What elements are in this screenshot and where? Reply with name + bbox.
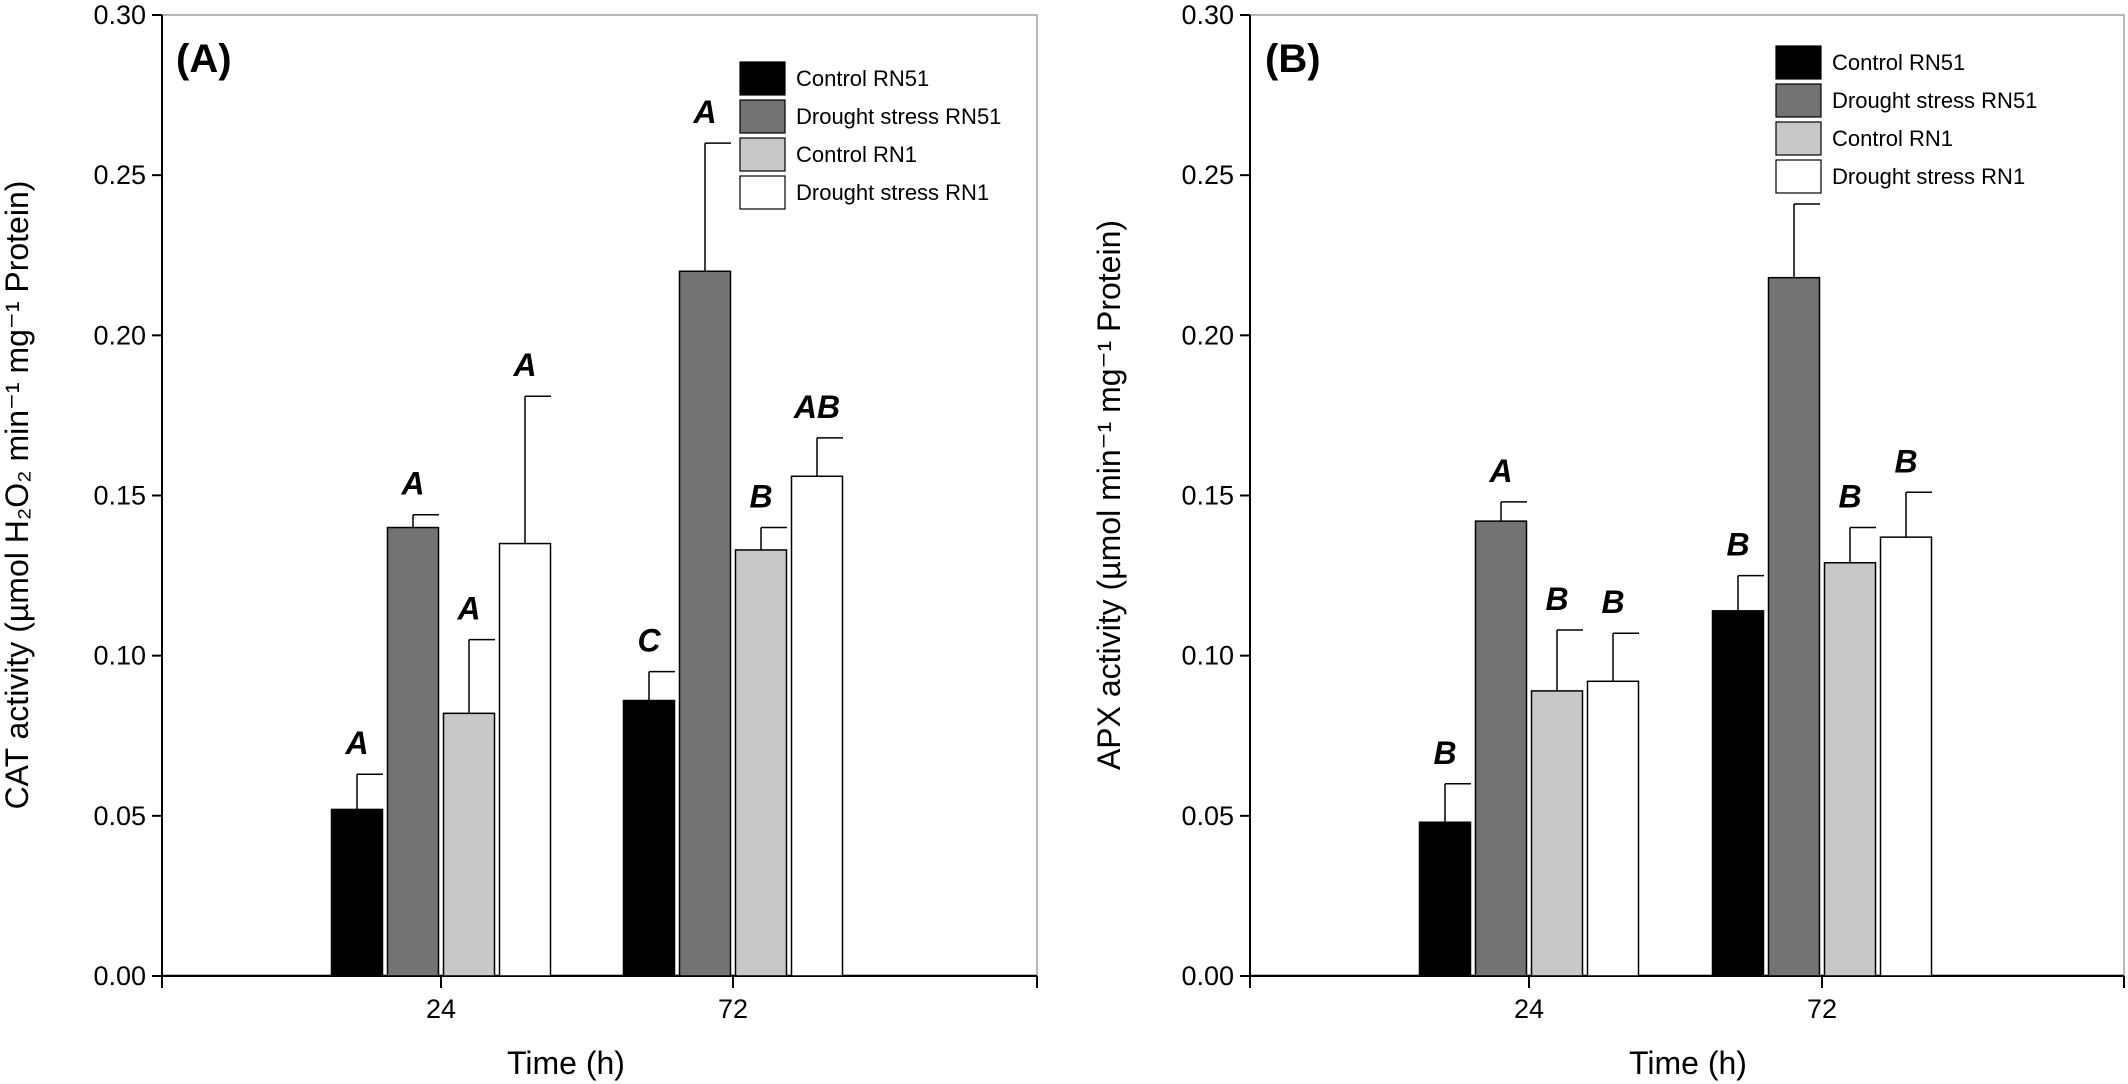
- y-tick-label: 0.15: [93, 481, 146, 511]
- panel-b-legend: Control RN51 Drought stress RN51 Control R…: [1775, 45, 2037, 194]
- panel-a-bars: [330, 270, 844, 977]
- panel-b-frame: [1249, 14, 2125, 976]
- y-tick-label: 0.30: [93, 0, 146, 30]
- bar: [1767, 276, 1821, 977]
- bar: [386, 526, 440, 977]
- significance-letter: A: [692, 94, 716, 130]
- panel-b-x-ticks: 24 72: [1249, 976, 2125, 1024]
- bar: [1530, 690, 1584, 977]
- legend-swatch: [1775, 83, 1822, 118]
- bar: [1879, 536, 1933, 977]
- panel-a-x-axis-title: Time (h): [507, 1045, 625, 1081]
- significance-letter: C: [637, 623, 661, 659]
- legend-label: Drought stress RN1: [1832, 164, 2025, 189]
- y-tick-label: 0.25: [1181, 160, 1234, 190]
- significance-letter: A: [456, 591, 480, 627]
- bar: [1823, 562, 1877, 977]
- panel-a-error-bars: [356, 142, 843, 810]
- legend-swatch: [1775, 45, 1822, 80]
- y-tick-label: 0.20: [1181, 320, 1234, 350]
- x-tick-label: 72: [1807, 994, 1837, 1024]
- bar: [622, 699, 676, 977]
- panel-a-y-axis-title: CAT activity (µmol H₂O₂ min⁻¹ mg⁻¹ Prote…: [0, 181, 35, 810]
- panel-a-label: (A): [176, 37, 232, 81]
- significance-letter: A: [344, 725, 368, 761]
- x-tick-label: 24: [1514, 994, 1544, 1024]
- y-tick-label: 0.10: [93, 641, 146, 671]
- legend-swatch: [739, 99, 786, 134]
- significance-letter: B: [1894, 443, 1917, 479]
- bar: [1711, 610, 1765, 977]
- panel-b-error-bars: [1444, 203, 1932, 823]
- significance-letter: B: [1726, 527, 1749, 563]
- panel-b-y-axis-title: APX activity (µmol min⁻¹ mg⁻¹ Protein): [1091, 220, 1127, 770]
- y-tick-label: 0.00: [1181, 961, 1234, 991]
- y-tick-label: 0.20: [93, 320, 146, 350]
- significance-letter: A: [400, 466, 424, 502]
- panel-a-legend: Control RN51 Drought stress RN51 Control R…: [739, 61, 1001, 210]
- legend-label: Drought stress RN1: [796, 180, 989, 205]
- bar: [330, 808, 384, 977]
- panel-b-bars: [1418, 276, 1933, 977]
- legend-label: Control RN1: [1832, 126, 1953, 151]
- significance-letter: A: [1488, 453, 1512, 489]
- bar: [442, 712, 496, 977]
- legend-swatch: [1775, 159, 1822, 194]
- x-tick-label: 24: [426, 994, 456, 1024]
- y-tick-label: 0.10: [1181, 641, 1234, 671]
- y-tick-label: 0.30: [1181, 0, 1234, 30]
- y-tick-label: 0.25: [93, 160, 146, 190]
- panel-b-x-axis-title: Time (h): [1629, 1045, 1747, 1081]
- significance-letter: B: [1838, 479, 1861, 515]
- bar: [1418, 821, 1472, 977]
- y-tick-label: 0.00: [93, 961, 146, 991]
- panel-b-significance-letters: BBAABBBB: [1433, 155, 1917, 771]
- x-tick-label: 72: [718, 994, 748, 1024]
- significance-letter: A: [512, 347, 536, 383]
- legend-swatch: [739, 61, 786, 96]
- panel-b-label: (B): [1265, 37, 1321, 81]
- legend-swatch: [1775, 121, 1822, 156]
- y-tick-label: 0.05: [93, 801, 146, 831]
- y-tick-label: 0.05: [1181, 801, 1234, 831]
- legend-label: Control RN1: [796, 142, 917, 167]
- panel-b-y-ticks: 0.00 0.05 0.10 0.15 0.20 0.25 0.30: [1181, 0, 1250, 991]
- legend-swatch: [739, 137, 786, 172]
- bar: [678, 270, 732, 977]
- legend-label: Control RN51: [796, 66, 929, 91]
- bar: [498, 542, 552, 977]
- y-tick-label: 0.15: [1181, 481, 1234, 511]
- significance-letter: B: [1545, 581, 1568, 617]
- legend-label: Drought stress RN51: [796, 104, 1001, 129]
- legend-label: Control RN51: [1832, 50, 1965, 75]
- legend-label: Drought stress RN51: [1832, 88, 2037, 113]
- bar: [790, 475, 844, 977]
- panel-a-y-ticks: 0.00 0.05 0.10 0.15 0.20 0.25 0.30: [93, 0, 162, 991]
- significance-letter: B: [749, 479, 772, 515]
- significance-letter: B: [1433, 735, 1456, 771]
- bar: [734, 549, 788, 977]
- legend-swatch: [739, 175, 786, 210]
- panel-a-x-ticks: 24 72: [161, 976, 1038, 1024]
- significance-letter: AB: [793, 389, 840, 425]
- bar: [1474, 520, 1528, 977]
- significance-letter: B: [1601, 584, 1624, 620]
- panel-a: 0.000.050.100.150.200.250.30 24 72 ACAAAB…: [0, 0, 1038, 1081]
- bar: [1586, 680, 1640, 977]
